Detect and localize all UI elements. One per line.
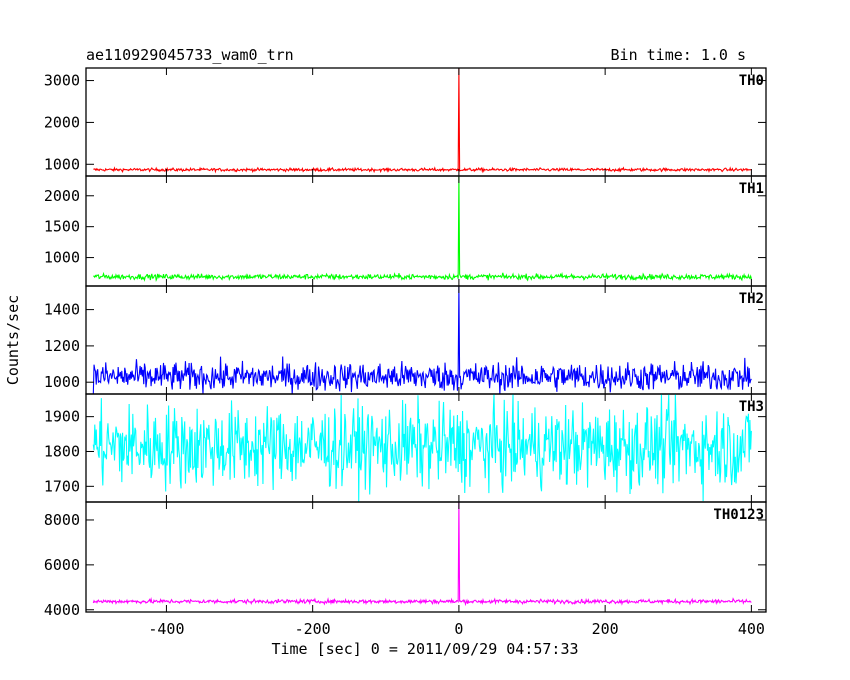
panel-label-th3: TH3 <box>739 399 764 415</box>
y-tick-label: 1700 <box>44 477 80 495</box>
series-line-th0123 <box>92 501 752 607</box>
x-tick-label: -200 <box>295 620 331 638</box>
y-tick-label: 1000 <box>44 155 80 173</box>
chart-title: ae110929045733_wam0_trn <box>86 46 294 64</box>
series-line-th3 <box>92 393 752 503</box>
panels-group: 1000 2000 3000 TH0 1000 1500 2000 TH1 1000 1200 14… <box>44 67 767 619</box>
panel-label-th0: TH0 <box>739 73 764 89</box>
y-tick-label: 3000 <box>44 72 80 90</box>
panel-th3: 1700 1800 1900 TH3 <box>44 393 767 503</box>
panel-th0123: 4000 6000 8000 TH0123 <box>44 501 767 619</box>
panel-label-th1: TH1 <box>739 181 764 197</box>
panel-frame <box>85 501 767 613</box>
x-axis-label: Time [sec] 0 = 2011/09/29 04:57:33 <box>271 640 578 658</box>
panel-frame <box>85 67 767 177</box>
y-tick-label: 6000 <box>44 556 80 574</box>
y-axis-label: Counts/sec <box>4 295 22 385</box>
panel-th0: 1000 2000 3000 TH0 <box>44 67 767 177</box>
y-tick-label: 1000 <box>44 249 80 267</box>
series-line-th2 <box>92 285 752 395</box>
x-tick-label: 0 <box>454 620 463 638</box>
x-tick-label: -400 <box>148 620 184 638</box>
y-tick-label: 1500 <box>44 218 80 236</box>
y-tick-label: 1000 <box>44 373 80 391</box>
series-line-th1 <box>93 175 752 283</box>
y-tick-label: 2000 <box>44 113 80 131</box>
panel-label-th0123: TH0123 <box>713 507 764 523</box>
y-tick-label: 4000 <box>44 601 80 619</box>
x-tick-label: 400 <box>738 620 765 638</box>
x-axis: -400 -200 0 200 400 <box>148 620 765 638</box>
panel-frame <box>85 175 767 287</box>
y-tick-label: 8000 <box>44 511 80 529</box>
y-tick-label: 2000 <box>44 187 80 205</box>
series-line-th0 <box>93 67 752 174</box>
bin-time-label: Bin time: 1.0 s <box>611 46 746 64</box>
y-tick-label: 1400 <box>44 301 80 319</box>
panel-label-th2: TH2 <box>739 291 764 307</box>
y-tick-label: 1200 <box>44 337 80 355</box>
y-tick-label: 1900 <box>44 408 80 426</box>
x-tick-label: 200 <box>592 620 619 638</box>
panel-th1: 1000 1500 2000 TH1 <box>44 175 767 287</box>
panel-th2: 1000 1200 1400 TH2 <box>44 285 767 395</box>
y-tick-label: 1800 <box>44 442 80 460</box>
